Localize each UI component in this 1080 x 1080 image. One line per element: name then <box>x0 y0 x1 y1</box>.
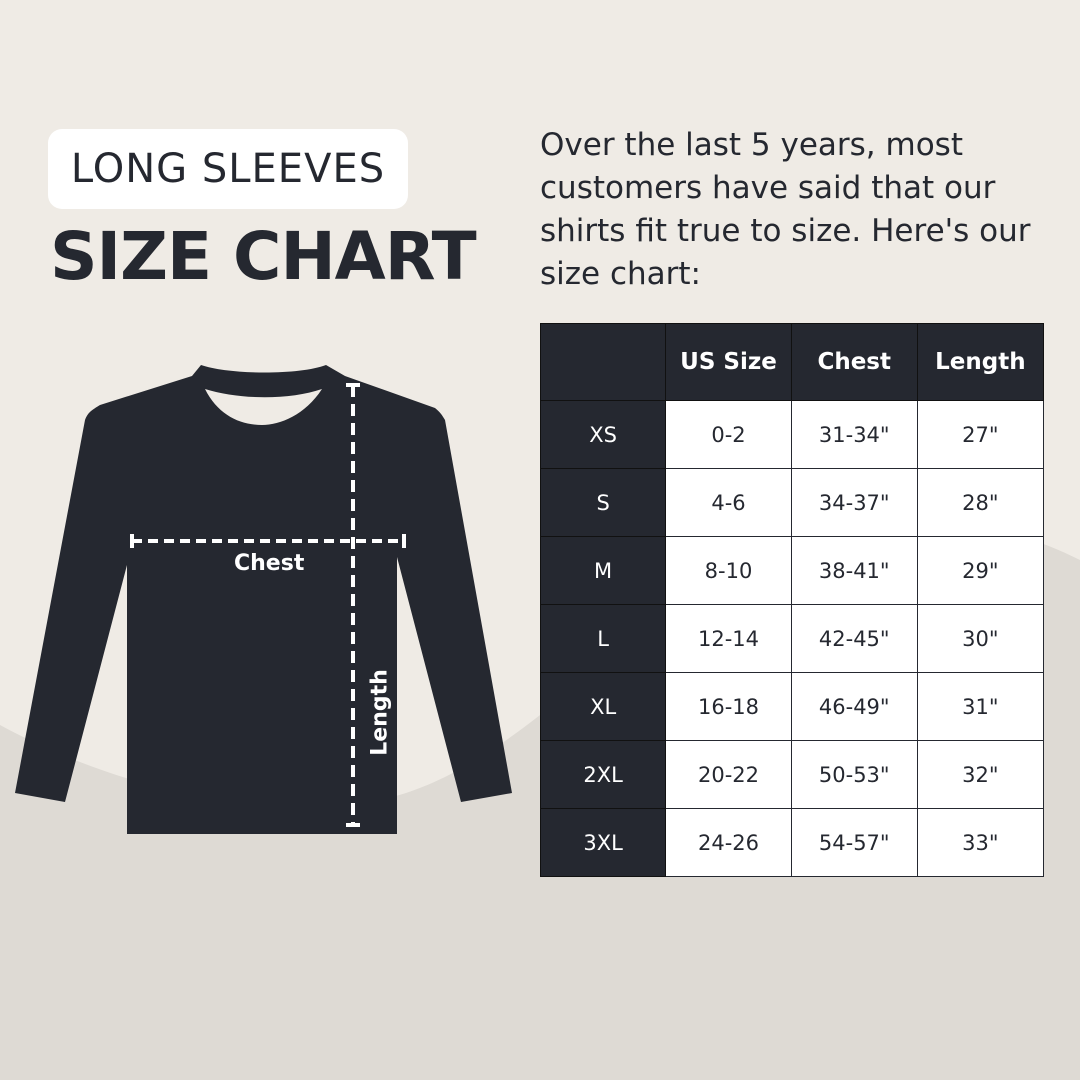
table-row: L 12-14 42-45" 30" <box>539 604 1045 673</box>
table-row: M 8-10 38-41" 29" <box>539 536 1045 605</box>
table-row: XS 0-2 31-34" 27" <box>539 400 1045 469</box>
table-cell: 8-10 <box>665 536 792 605</box>
table-cell: 33" <box>916 808 1045 877</box>
shirt-silhouette <box>15 365 512 834</box>
size-label-cell: L <box>539 604 667 673</box>
table-cell: 20-22 <box>665 740 792 809</box>
chest-label: Chest <box>234 551 305 576</box>
table-row: XL 16-18 46-49" 31" <box>539 672 1045 741</box>
table-cell: 0-2 <box>665 400 792 469</box>
table-row: 3XL 24-26 54-57" 33" <box>539 808 1045 877</box>
table-cell: 50-53" <box>790 740 918 809</box>
header-cell: Chest <box>790 323 918 401</box>
table-cell: 12-14 <box>665 604 792 673</box>
page-title: SIZE CHART <box>50 218 477 295</box>
category-badge: LONG SLEEVES <box>48 129 408 209</box>
size-label-cell: S <box>539 468 667 537</box>
size-label-cell: M <box>539 536 667 605</box>
size-label-cell: 2XL <box>539 740 667 809</box>
table-cell: 42-45" <box>790 604 918 673</box>
intro-text: Over the last 5 years, most customers ha… <box>540 127 1031 292</box>
table-cell: 24-26 <box>665 808 792 877</box>
table-cell: 29" <box>916 536 1045 605</box>
size-table: US Size Chest Length XS 0-2 31-34" 27" S 4-6 3… <box>539 323 1045 877</box>
table-cell: 30" <box>916 604 1045 673</box>
neck-opening <box>205 389 322 425</box>
table-cell: 4-6 <box>665 468 792 537</box>
table-row: 2XL 20-22 50-53" 32" <box>539 740 1045 809</box>
table-row: S 4-6 34-37" 28" <box>539 468 1045 537</box>
table-cell: 32" <box>916 740 1045 809</box>
table-cell: 34-37" <box>790 468 918 537</box>
table-cell: 27" <box>916 400 1045 469</box>
table-cell: 31" <box>916 672 1045 741</box>
shirt-diagram <box>15 365 512 834</box>
header-cell: Length <box>916 323 1045 401</box>
table-cell: 31-34" <box>790 400 918 469</box>
table-cell: 28" <box>916 468 1045 537</box>
length-label: Length <box>367 669 393 756</box>
table-header-row: US Size Chest Length <box>539 323 1045 401</box>
table-cell: 54-57" <box>790 808 918 877</box>
table-cell: 46-49" <box>790 672 918 741</box>
header-cell: US Size <box>665 323 792 401</box>
size-label-cell: XS <box>539 400 667 469</box>
header-cell <box>539 323 667 401</box>
size-label-cell: 3XL <box>539 808 667 877</box>
table-cell: 38-41" <box>790 536 918 605</box>
size-label-cell: XL <box>539 672 667 741</box>
table-cell: 16-18 <box>665 672 792 741</box>
